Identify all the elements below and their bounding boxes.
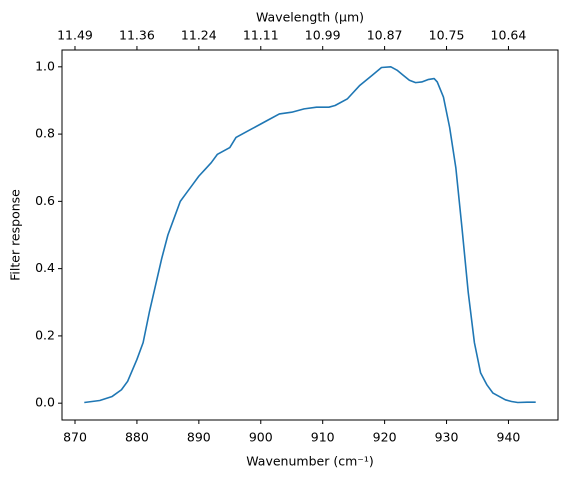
x-tick-label: 930 bbox=[435, 430, 459, 445]
x-tick-label: 940 bbox=[497, 430, 521, 445]
plot-frame bbox=[61, 49, 559, 421]
x2-tick-label: 11.11 bbox=[243, 28, 279, 43]
x-tick-label: 910 bbox=[311, 430, 335, 445]
x2-tick-label: 10.99 bbox=[305, 28, 341, 43]
data-line bbox=[84, 66, 536, 404]
x-tick-label: 920 bbox=[373, 430, 397, 445]
y-tick-label: 1.0 bbox=[35, 58, 55, 73]
x-axis-label: Wavenumber (cm⁻¹) bbox=[246, 454, 373, 469]
y-tick-label: 0.2 bbox=[35, 327, 55, 342]
x-tick-label: 900 bbox=[249, 430, 273, 445]
x-tick-label: 870 bbox=[63, 430, 87, 445]
y-tick-label: 0.0 bbox=[35, 395, 55, 410]
x2-tick-label: 10.64 bbox=[491, 28, 527, 43]
x2-tick-label: 11.24 bbox=[181, 28, 217, 43]
x2-axis-label: Wavelength (μm) bbox=[256, 10, 364, 25]
x-tick-label: 890 bbox=[187, 430, 211, 445]
x2-tick-label: 11.49 bbox=[57, 28, 93, 43]
x2-tick-label: 10.87 bbox=[367, 28, 403, 43]
y-axis-label: Filter response bbox=[8, 189, 23, 281]
x2-tick-label: 10.75 bbox=[429, 28, 465, 43]
y-tick-label: 0.4 bbox=[35, 260, 55, 275]
y-tick-label: 0.6 bbox=[35, 193, 55, 208]
x-tick-label: 880 bbox=[125, 430, 149, 445]
x2-tick-label: 11.36 bbox=[119, 28, 155, 43]
y-tick-label: 0.8 bbox=[35, 126, 55, 141]
